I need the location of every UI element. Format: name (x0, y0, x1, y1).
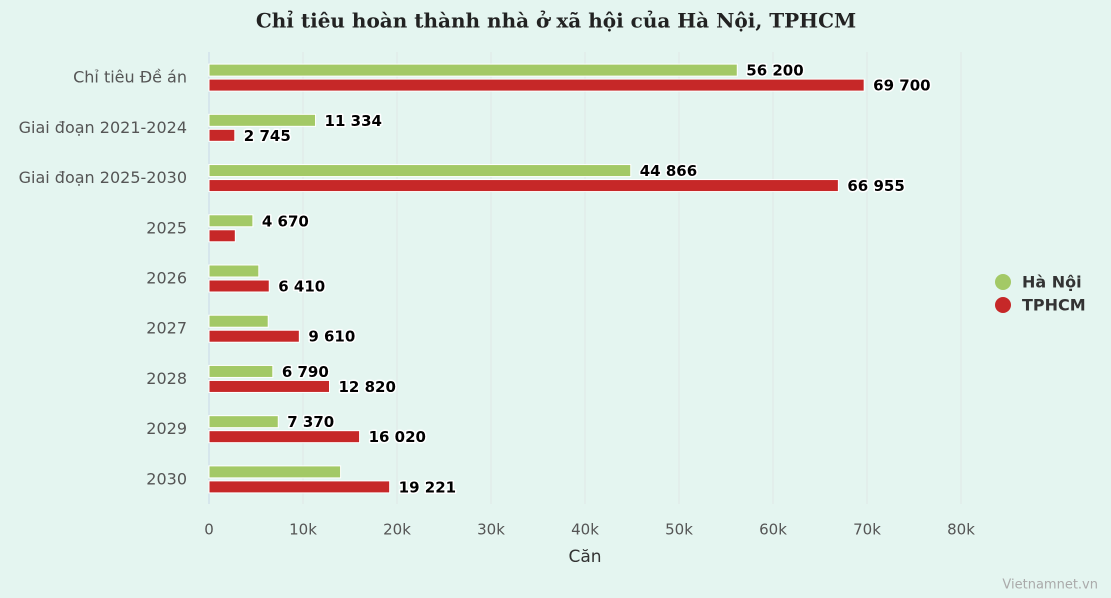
bar (208, 214, 254, 228)
value-label: 19 221 (399, 478, 456, 496)
bar (208, 179, 839, 193)
value-label: 2 745 (244, 127, 291, 145)
bar (208, 128, 236, 142)
bar (208, 379, 331, 393)
bar (208, 329, 300, 343)
x-tick-label: 70k (853, 521, 881, 539)
value-label: 56 200 (746, 62, 803, 80)
y-tick-label: Giai đoạn 2025-2030 (19, 168, 187, 187)
x-tick-label: 40k (571, 521, 599, 539)
bar (208, 430, 361, 444)
y-tick-label: 2025 (146, 218, 187, 237)
bar (208, 480, 391, 494)
y-tick-label: 2027 (146, 319, 187, 338)
value-label: 69 700 (873, 77, 930, 95)
y-tick-label: 2028 (146, 369, 187, 388)
bar (208, 164, 632, 178)
bar (208, 465, 342, 479)
x-tick-label: 0 (204, 521, 214, 539)
bar (208, 229, 236, 243)
legend-marker (995, 297, 1011, 313)
value-label: 44 866 (640, 162, 697, 180)
x-tick-label: 50k (665, 521, 693, 539)
bar (208, 113, 317, 127)
value-label: 6 790 (282, 363, 329, 381)
value-label: 4 670 (262, 212, 309, 230)
value-label: 9 610 (308, 328, 355, 346)
value-label: 6 410 (278, 278, 325, 296)
x-axis-title: Căn (568, 547, 601, 567)
x-tick-label: 80k (947, 521, 975, 539)
bar (208, 415, 279, 429)
source: Vietnamnet.vn (1002, 578, 1098, 593)
y-tick-label: 2026 (146, 269, 187, 288)
value-label: 12 820 (339, 378, 396, 396)
value-label: 16 020 (369, 428, 426, 446)
y-tick-label: Giai đoạn 2021-2024 (19, 118, 187, 137)
value-label: 7 370 (287, 413, 334, 431)
chart-title: Chỉ tiêu hoàn thành nhà ở xã hội của Hà … (256, 9, 856, 33)
x-tick-label: 10k (289, 521, 317, 539)
bar (208, 314, 269, 328)
legend-label: TPHCM (1022, 296, 1086, 315)
x-tick-label: 20k (383, 521, 411, 539)
legend-label: Hà Nội (1022, 273, 1082, 292)
value-label: 66 955 (847, 177, 904, 195)
y-tick-label: 2029 (146, 419, 187, 438)
x-tick-label: 60k (759, 521, 787, 539)
y-tick-label: 2030 (146, 469, 187, 488)
x-tick-label: 30k (477, 521, 505, 539)
value-label: 11 334 (325, 112, 382, 130)
bar (208, 78, 865, 92)
bar (208, 63, 738, 77)
y-tick-label: Chỉ tiêu Đề án (73, 68, 187, 87)
bar (208, 364, 274, 378)
bar (208, 279, 270, 293)
bar (208, 264, 260, 278)
legend-marker (995, 274, 1011, 290)
